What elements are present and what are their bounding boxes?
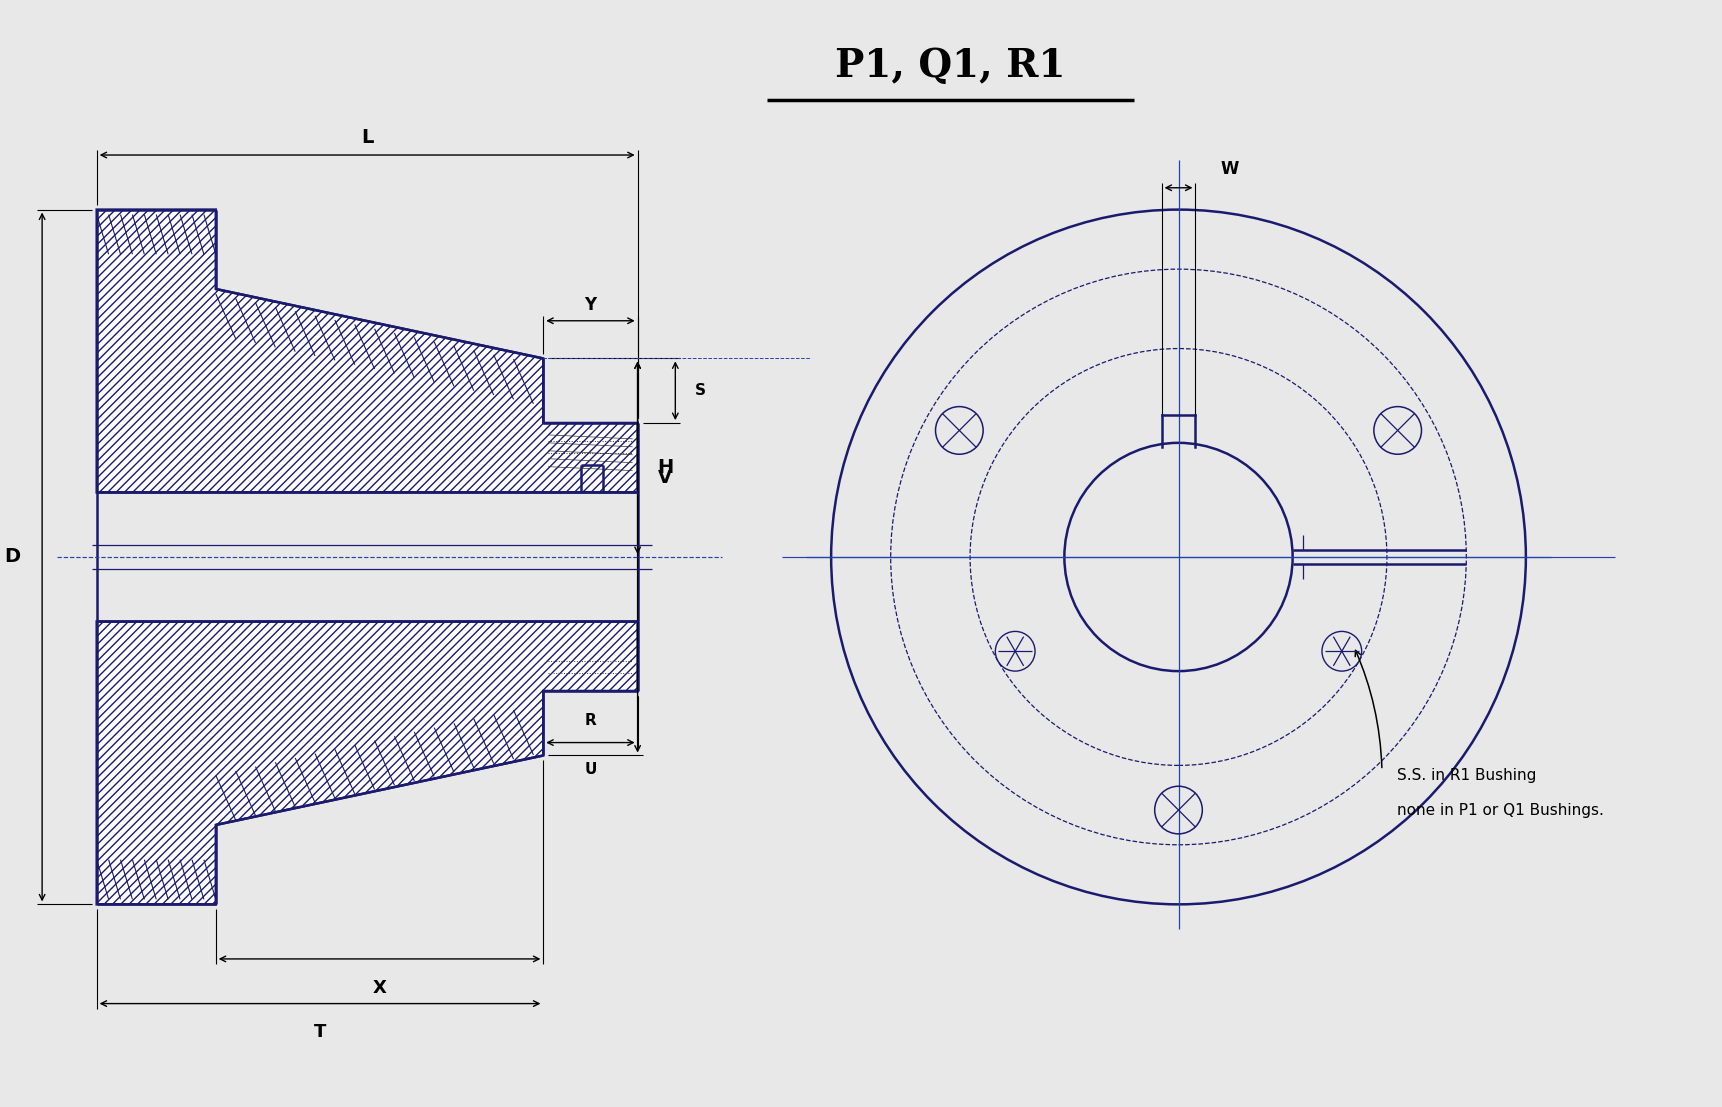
Text: none in P1 or Q1 Bushings.: none in P1 or Q1 Bushings. (1397, 803, 1603, 818)
Text: W: W (1221, 159, 1238, 178)
Text: P1, Q1, R1: P1, Q1, R1 (835, 46, 1066, 85)
Text: T: T (313, 1024, 325, 1042)
Text: R: R (584, 713, 596, 727)
Polygon shape (96, 621, 637, 904)
Text: S.S. in R1 Bushing: S.S. in R1 Bushing (1397, 768, 1536, 783)
Text: V: V (658, 468, 672, 487)
Text: D: D (3, 548, 21, 567)
Text: L: L (362, 127, 374, 146)
Polygon shape (96, 209, 637, 493)
Text: H: H (658, 458, 673, 477)
Text: U: U (584, 763, 596, 777)
Text: Y: Y (584, 296, 596, 314)
Text: X: X (372, 979, 386, 996)
Text: S: S (696, 383, 706, 399)
Bar (96, 493, 637, 621)
